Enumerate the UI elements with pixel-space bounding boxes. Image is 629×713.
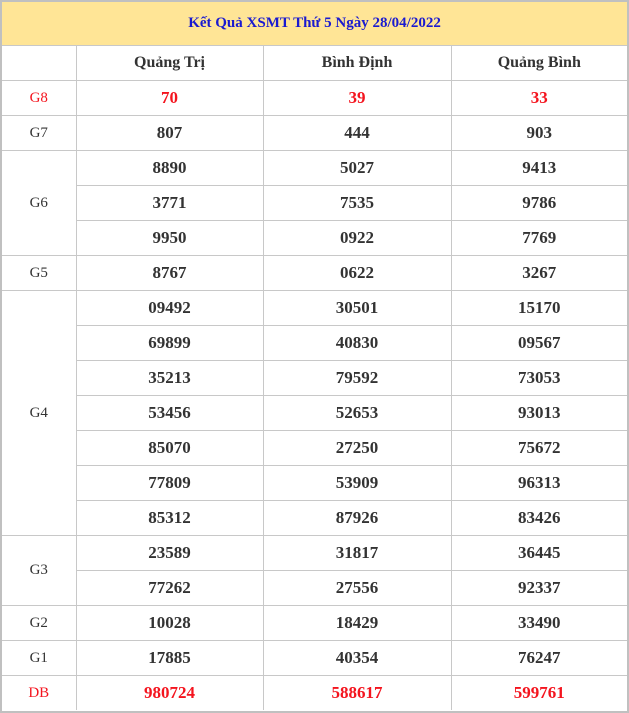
prize-row-g6: 3771 7535 9786 (2, 185, 628, 221)
prize-label: G5 (2, 255, 77, 291)
prize-row-g6: G6 8890 5027 9413 (2, 150, 628, 256)
prize-number: 10028 (75, 605, 264, 641)
prize-number: 15170 (450, 290, 628, 326)
prize-number: 70 (75, 80, 264, 116)
prize-number: 77262 (76, 570, 264, 606)
header-province-3: Quảng Bình (450, 45, 628, 81)
prize-number: 3771 (76, 185, 264, 221)
prize-number: 5027 (262, 150, 452, 186)
prize-label: DB (2, 675, 77, 710)
prize-number: 0622 (262, 255, 452, 291)
prize-number: 9950 (76, 220, 264, 256)
prize-row-g4: 35213 79592 73053 (2, 360, 628, 396)
prize-number: 23589 (75, 535, 264, 571)
prize-row-g2: G2 10028 18429 33490 (2, 605, 628, 641)
header-prize (2, 45, 77, 81)
prize-label: G1 (2, 640, 77, 676)
prize-number: 40354 (262, 640, 452, 676)
prize-row-g8: G8 70 39 33 (2, 80, 628, 116)
prize-row-g5: G5 8767 0622 3267 (2, 255, 628, 291)
prize-number: 53456 (76, 395, 264, 431)
prize-row-g4: 77809 53909 96313 (2, 465, 628, 501)
prize-number: 807 (75, 115, 264, 151)
prize-number: 903 (450, 115, 628, 151)
header-row: Quảng Trị Bình Định Quảng Bình (2, 45, 628, 81)
prize-label: G4 (2, 290, 77, 536)
prize-row-g3: 77262 27556 92337 (2, 570, 628, 606)
prize-number: 35213 (76, 360, 264, 396)
prize-number: 980724 (75, 675, 264, 710)
header-province-1: Quảng Trị (75, 45, 264, 81)
prize-number: 9786 (450, 185, 628, 221)
prize-number: 36445 (450, 535, 628, 571)
prize-row-g4: 85312 87926 83426 (2, 500, 628, 536)
prize-number: 33 (450, 80, 628, 116)
prize-number: 33490 (450, 605, 628, 641)
prize-number: 40830 (262, 325, 452, 361)
prize-row-g4: 53456 52653 93013 (2, 395, 628, 431)
prize-number: 09567 (450, 325, 628, 361)
prize-number: 599761 (450, 675, 628, 710)
prize-row-g6: 9950 0922 7769 (2, 220, 628, 256)
prize-number: 444 (262, 115, 452, 151)
prize-label: G7 (2, 115, 77, 151)
prize-number: 52653 (262, 395, 452, 431)
prize-label: G2 (2, 605, 77, 641)
prize-number: 87926 (262, 500, 452, 536)
prize-row-g7: G7 807 444 903 (2, 115, 628, 151)
prize-number: 588617 (262, 675, 452, 710)
prize-number: 96313 (450, 465, 628, 501)
prize-label: G8 (2, 80, 77, 116)
prize-label: G3 (2, 535, 77, 606)
prize-number: 8890 (75, 150, 264, 186)
prize-number: 85070 (76, 430, 264, 466)
prize-row-g3: G3 23589 31817 36445 (2, 535, 628, 606)
prize-number: 77809 (76, 465, 264, 501)
prize-number: 7535 (262, 185, 452, 221)
title-row: Kết Quả XSMT Thứ 5 Ngày 28/04/2022 (2, 2, 628, 46)
prize-number: 92337 (450, 570, 628, 606)
prize-number: 17885 (75, 640, 264, 676)
prize-number: 93013 (450, 395, 628, 431)
table-title: Kết Quả XSMT Thứ 5 Ngày 28/04/2022 (2, 2, 628, 46)
prize-row-db: DB 980724 588617 599761 (2, 675, 628, 710)
prize-label: G6 (2, 150, 77, 256)
prize-number: 3267 (450, 255, 628, 291)
header-province-2: Bình Định (262, 45, 452, 81)
prize-number: 8767 (75, 255, 264, 291)
prize-number: 75672 (450, 430, 628, 466)
prize-number: 76247 (450, 640, 628, 676)
prize-number: 0922 (262, 220, 452, 256)
prize-row-g4: 69899 40830 09567 (2, 325, 628, 361)
prize-number: 73053 (450, 360, 628, 396)
prize-row-g4: 85070 27250 75672 (2, 430, 628, 466)
prize-number: 30501 (262, 290, 452, 326)
prize-number: 27250 (262, 430, 452, 466)
prize-number: 83426 (450, 500, 628, 536)
prize-number: 9413 (450, 150, 628, 186)
prize-number: 31817 (262, 535, 452, 571)
prize-row-g4: G4 09492 30501 15170 (2, 290, 628, 536)
prize-number: 09492 (75, 290, 264, 326)
prize-number: 39 (262, 80, 452, 116)
prize-number: 69899 (76, 325, 264, 361)
prize-number: 7769 (450, 220, 628, 256)
prize-number: 79592 (262, 360, 452, 396)
prize-row-g1: G1 17885 40354 76247 (2, 640, 628, 676)
prize-number: 85312 (76, 500, 264, 536)
prize-number: 53909 (262, 465, 452, 501)
prize-number: 18429 (262, 605, 452, 641)
prize-number: 27556 (262, 570, 452, 606)
